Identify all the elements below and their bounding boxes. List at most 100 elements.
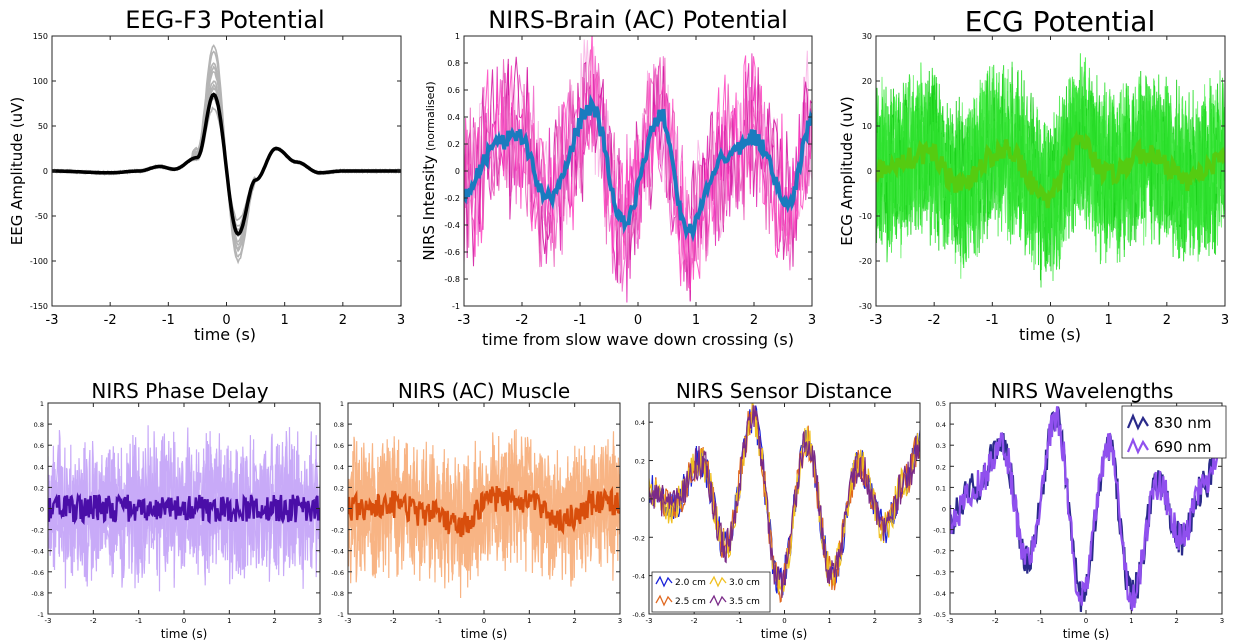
chart-title: NIRS Phase Delay [91,379,268,403]
x-tick-label: -1 [986,313,999,328]
y-tick-label: 1 [40,400,44,408]
x-tick-label: 0 [222,313,230,328]
y-tick-label: 0.4 [334,463,344,471]
y-tick-label: -0.4 [632,573,645,581]
y-axis-label: NIRS Intensity(normalised) [420,81,438,260]
mean-trace [52,92,401,237]
y-tick-label: 0.8 [34,421,44,429]
x-tick-label: 3 [1221,313,1229,328]
x-tick-label: 3 [918,617,922,625]
plot-area [876,53,1225,288]
mean-trace [464,93,812,243]
y-tick-label: 0.6 [334,442,344,450]
y-tick-label: -0.4 [444,221,460,230]
x-tick-label: 0 [782,617,786,625]
legend-label: 830 nm [1154,414,1212,432]
x-tick-label: 2 [572,617,576,625]
y-tick-label: 0.2 [936,463,946,471]
y-tick-label: 0.5 [936,400,946,408]
x-tick-label: -3 [46,313,59,328]
y-tick-label: 0.4 [447,113,460,122]
mean-trace [348,485,620,538]
plot-area [649,403,920,604]
legend-swatch [655,594,673,607]
y-tick-label: -0.6 [331,569,344,577]
legend-swatch [655,575,673,588]
y-tick-label: -0.1 [933,527,946,535]
y-tick-label: -10 [859,212,872,221]
x-tick-label: 3 [808,313,816,328]
x-tick-label: 2 [750,313,758,328]
band-trace [348,430,620,587]
y-tick-label: 1 [455,32,460,41]
y-tick-label: 150 [33,32,48,41]
x-tick-label: 0 [1084,617,1088,625]
x-tick-label: -3 [45,617,52,625]
legend-label: 3.5 cm [729,597,760,607]
y-tick-label: 100 [33,77,48,86]
x-tick-label: 0 [1046,313,1054,328]
y-tick-label: 20 [862,77,872,86]
x-axis-label: time (s) [461,627,508,641]
x-tick-label: -2 [928,313,941,328]
y-tick-label: -50 [35,212,48,221]
y-tick-label: -20 [859,257,872,266]
y-tick-label: 0.1 [936,484,946,492]
x-tick-label: -3 [458,313,471,328]
y-tick-label: 0 [641,496,645,504]
x-tick-label: 1 [527,617,531,625]
y-tick-label: -0.2 [933,548,946,556]
legend-label: 2.0 cm [675,578,706,588]
chart-wavelengths: -3 -2 -1 0 1 2 3 -0.5 -0.4 -0.3 -0.2 -0.1 0 0.1 0.2 0.3… [933,379,1227,641]
plot-area [950,406,1222,612]
y-tick-label: 10 [862,122,872,131]
x-tick-label: -1 [135,617,142,625]
x-tick-label: 3 [618,617,622,625]
plot-area [348,429,620,599]
y-tick-label: -100 [30,257,48,266]
y-tick-label: 0.4 [936,421,946,429]
chart-title: EEG-F3 Potential [125,6,324,34]
trial-trace [464,39,812,285]
x-tick-label: 2 [272,617,276,625]
y-tick-label: 0 [40,506,44,514]
legend-label: 2.5 cm [675,597,706,607]
plot-area [464,36,812,303]
y-tick-label: -0.8 [331,590,344,598]
legend-swatch [709,594,727,607]
x-tick-label: -2 [104,313,117,328]
y-tick-label: -0.2 [331,527,344,535]
x-tick-label: -3 [646,617,653,625]
y-tick-label: 0.3 [936,442,946,450]
plot-area [48,425,320,592]
y-tick-label: -0.5 [933,611,946,619]
y-tick-label: -0.2 [31,527,44,535]
y-tick-label: -0.6 [632,611,645,619]
x-tick-label: -2 [90,617,97,625]
mean-trace [48,492,320,525]
y-tick-label: -1 [38,611,44,619]
y-tick-label: -0.3 [933,569,946,577]
chart-nirs_brain: -3 -2 -1 0 1 2 3 -1 -0.8 -0.6 -0.4 -0.2 0 0.2 0.4 0.6 0.… [420,6,816,349]
chart-eeg: -3 -2 -1 0 1 2 3 -150 -100 -50 0 50 100 150 EEG-F3 Pot… [8,6,405,344]
y-axis-label: ECG Amplitude (uV) [838,96,856,245]
x-tick-label: 1 [1129,617,1133,625]
y-tick-label: -0.8 [31,590,44,598]
x-tick-label: 0 [182,617,186,625]
x-tick-label: -3 [947,617,954,625]
y-tick-label: 0.8 [447,59,460,68]
legend-swatch [709,575,727,588]
legend-box [651,571,771,613]
y-tick-label: -0.6 [444,248,460,257]
x-tick-label: 1 [827,617,831,625]
legend-swatch [1126,413,1149,431]
x-tick-label: 1 [1105,313,1113,328]
y-tick-label: -150 [30,302,48,311]
x-tick-label: -3 [870,313,883,328]
x-tick-label: -1 [1037,617,1044,625]
y-tick-label: -0.8 [444,275,460,284]
chart-title: ECG Potential [965,5,1156,38]
y-tick-label: -1 [452,302,460,311]
